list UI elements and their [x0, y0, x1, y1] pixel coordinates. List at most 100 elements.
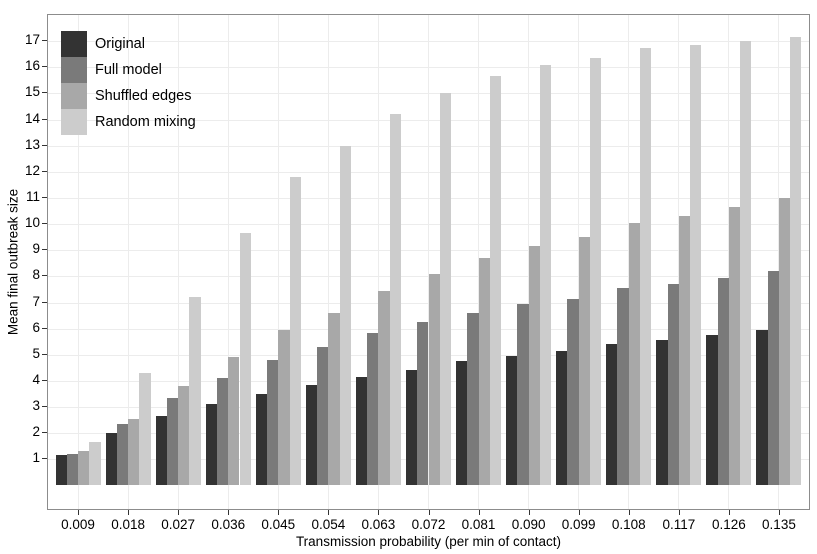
- bar-full-model: [267, 360, 279, 486]
- bar-full-model: [66, 454, 79, 486]
- bar-shuffled-edges: [78, 451, 90, 486]
- bar-original: [155, 416, 167, 486]
- bar-random-mixing: [139, 373, 151, 486]
- bar-random-mixing: [790, 37, 802, 486]
- bar-full-model: [717, 277, 729, 486]
- x-tick-label: 0.054: [311, 517, 346, 532]
- y-tick-mark: [42, 196, 47, 198]
- y-tick-label: 12: [24, 162, 40, 178]
- legend-item-full-model: Full model: [61, 57, 196, 83]
- bar-full-model: [517, 303, 529, 486]
- bar-original: [506, 356, 518, 486]
- y-tick-label: 8: [32, 267, 40, 283]
- bar-random-mixing: [439, 93, 451, 486]
- bar-shuffled-edges: [228, 357, 240, 486]
- y-tick-label: 6: [32, 319, 40, 335]
- x-tick-mark: [128, 510, 130, 515]
- y-tick-mark: [42, 66, 47, 68]
- y-tick-label: 5: [32, 345, 40, 361]
- y-tick-mark: [42, 249, 47, 251]
- bar-original: [255, 393, 268, 486]
- x-tick-label: 0.117: [662, 517, 696, 532]
- bar-original: [656, 340, 668, 486]
- x-tick-label: 0.036: [211, 517, 246, 532]
- v-gridline: [227, 15, 229, 509]
- bar-shuffled-edges: [578, 237, 590, 486]
- x-tick-mark: [528, 510, 530, 515]
- y-tick-label: 2: [32, 424, 40, 440]
- legend-item-original: Original: [61, 31, 196, 57]
- legend-key-swatch: [61, 57, 87, 83]
- y-tick-label: 1: [32, 450, 40, 466]
- bar-shuffled-edges: [728, 207, 741, 486]
- x-tick-mark: [778, 510, 780, 515]
- legend-item-shuffled-edges: Shuffled edges: [61, 83, 196, 109]
- y-tick-mark: [42, 406, 47, 408]
- x-axis-title: Transmission probability (per min of con…: [295, 534, 562, 549]
- bar-original: [105, 433, 117, 486]
- y-tick-label: 13: [24, 136, 40, 152]
- x-tick-mark: [628, 510, 630, 515]
- y-tick-mark: [42, 144, 47, 146]
- bar-random-mixing: [489, 76, 502, 486]
- x-tick-label: 0.009: [61, 517, 95, 532]
- y-tick-label: 10: [24, 215, 40, 231]
- y-tick-mark: [42, 170, 47, 172]
- x-tick-label: 0.099: [561, 517, 596, 532]
- y-axis-title: Mean final outbreak size: [5, 188, 21, 336]
- bar-shuffled-edges: [128, 418, 140, 486]
- bar-original: [556, 350, 568, 486]
- y-tick-mark: [42, 40, 47, 42]
- y-tick-mark: [42, 118, 47, 120]
- x-tick-label: 0.027: [161, 517, 196, 532]
- y-tick-mark: [42, 275, 47, 277]
- x-tick-mark: [228, 510, 230, 515]
- bar-original: [55, 455, 67, 486]
- bar-full-model: [467, 312, 479, 486]
- x-tick-mark: [728, 510, 730, 515]
- x-tick-mark: [428, 510, 430, 515]
- y-tick-mark: [42, 432, 47, 434]
- y-tick-mark: [42, 327, 47, 329]
- bar-full-model: [367, 332, 379, 486]
- legend-label: Random mixing: [95, 114, 196, 130]
- bar-random-mixing: [740, 41, 752, 486]
- bar-random-mixing: [589, 58, 602, 486]
- bar-random-mixing: [339, 145, 351, 486]
- legend: Original Full model Shuffled edges Random m…: [61, 31, 196, 135]
- bar-random-mixing: [189, 297, 201, 486]
- bar-original: [355, 377, 368, 486]
- bar-original: [405, 370, 418, 486]
- y-tick-label: 17: [24, 32, 40, 48]
- y-tick-mark: [42, 458, 47, 460]
- bar-random-mixing: [89, 442, 101, 486]
- x-tick-mark: [478, 510, 480, 515]
- legend-key-swatch: [61, 83, 87, 109]
- x-tick-mark: [178, 510, 180, 515]
- bar-full-model: [417, 322, 429, 486]
- bar-shuffled-edges: [678, 216, 691, 486]
- y-tick-mark: [42, 353, 47, 355]
- x-tick-label: 0.081: [461, 517, 496, 532]
- bar-shuffled-edges: [278, 329, 290, 486]
- bar-full-model: [667, 284, 679, 486]
- plot-panel: Original Full model Shuffled edges Random m…: [47, 14, 810, 510]
- x-tick-label: 0.045: [261, 517, 296, 532]
- v-gridline: [177, 15, 179, 509]
- x-tick-mark: [278, 510, 280, 515]
- legend-key-swatch: [61, 31, 87, 57]
- v-gridline: [127, 15, 129, 509]
- y-tick-mark: [42, 92, 47, 94]
- bar-original: [205, 404, 217, 486]
- bar-shuffled-edges: [178, 386, 190, 486]
- bar-full-model: [317, 346, 329, 486]
- x-tick-label: 0.108: [611, 517, 646, 532]
- y-tick-label: 15: [24, 84, 40, 100]
- y-tick-mark: [42, 301, 47, 303]
- y-tick-label: 7: [32, 293, 40, 309]
- bar-full-model: [166, 397, 179, 486]
- y-tick-label: 11: [25, 188, 40, 204]
- v-gridline: [428, 15, 429, 509]
- y-tick-mark: [42, 379, 47, 381]
- x-tick-label: 0.072: [411, 517, 446, 532]
